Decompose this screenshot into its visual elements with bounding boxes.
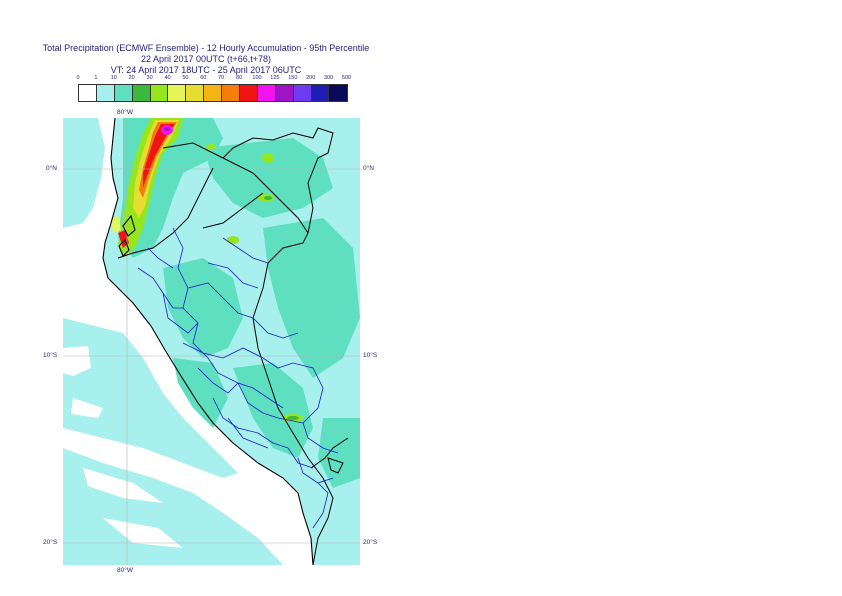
legend-tick-label: 300 (324, 75, 334, 81)
legend-tick-label: 150 (288, 75, 298, 81)
valid-time: VT: 24 April 2017 18UTC - 25 April 2017 … (110, 65, 302, 75)
lat-label-0-left: 0°N (46, 165, 57, 172)
legend-swatch (204, 85, 223, 101)
legend-swatch (150, 85, 169, 101)
lat-label-10s-left: 10°S (43, 352, 58, 359)
legend-swatch (240, 85, 258, 101)
lat-label-0-right: 0°N (363, 165, 374, 172)
legend-swatch (311, 85, 330, 101)
legend-tick-label: 200 (306, 75, 316, 81)
admin-borders (137, 227, 339, 529)
chart-title: Total Precipitation (ECMWF Ensemble) - 1… (42, 43, 370, 53)
legend-tick-label: 0 (76, 75, 80, 81)
ocean-precip (63, 118, 283, 565)
legend-tick-label: 500 (341, 75, 352, 81)
legend-tick-label: 1 (94, 75, 98, 81)
legend-tick-label: 50 (182, 75, 189, 81)
legend-tick-label: 30 (146, 75, 153, 81)
lat-label-10s-right: 10°S (363, 352, 378, 359)
intense-band-red (143, 124, 175, 188)
heavy-precip-core (264, 196, 299, 420)
legend-ticks: 0 1 10 20 30 40 50 60 70 80 100 125 150 200 300 500 (0, 75, 842, 85)
color-legend (78, 84, 349, 102)
legend-swatch (329, 85, 348, 101)
legend-tick-label: 20 (128, 75, 135, 81)
southern-yellow-patch (111, 216, 121, 233)
legend-swatch (222, 85, 241, 101)
legend-tick-label: 40 (164, 75, 171, 81)
lon-label-bottom: 80°W (117, 567, 133, 574)
legend-swatch (186, 85, 205, 101)
legend-swatch (293, 85, 312, 101)
moderate-precip-areas (118, 118, 360, 488)
intense-band-orange (139, 122, 177, 198)
legend-tick-label: 125 (270, 75, 280, 81)
legend-swatch (96, 85, 115, 101)
legend-tick-label: 10 (110, 75, 117, 81)
intense-band-outer (118, 118, 183, 258)
coastline (102, 118, 314, 565)
intense-band-yellow (133, 120, 179, 218)
legend-tick-label: 80 (236, 75, 243, 81)
legend-swatch (114, 85, 133, 101)
run-info: 22 April 2017 00UTC (t+66,t+78) (140, 54, 272, 64)
precipitation-map (63, 118, 360, 565)
legend-swatch (79, 85, 97, 101)
legend-swatch (257, 85, 276, 101)
lon-label-top: 80°W (117, 109, 133, 116)
lat-label-20s-left: 20°S (43, 539, 58, 546)
legend-swatch (275, 85, 294, 101)
legend-tick-label: 100 (252, 75, 262, 81)
legend-swatch (168, 85, 187, 101)
legend-tick-label: 70 (218, 75, 225, 81)
intense-peak-purple (164, 127, 170, 131)
country-borders (117, 127, 349, 565)
legend-swatch (132, 85, 151, 101)
lat-label-20s-right: 20°S (363, 539, 378, 546)
legend-tick-label: 60 (200, 75, 207, 81)
